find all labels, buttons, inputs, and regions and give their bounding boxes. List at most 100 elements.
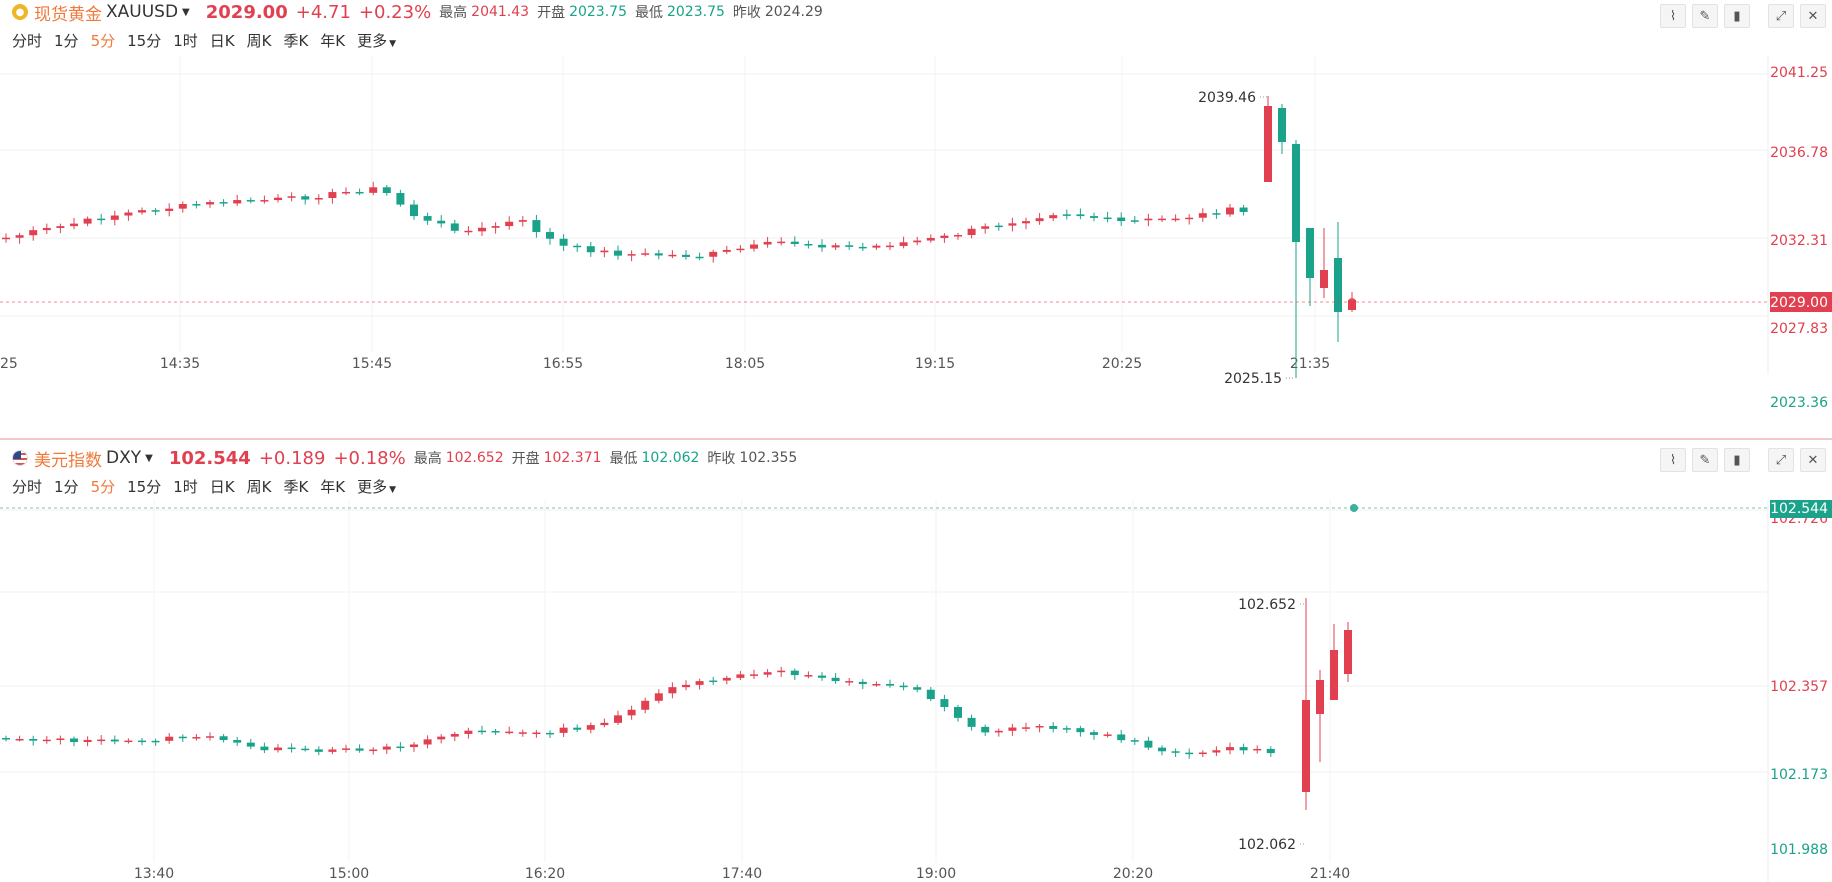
period-tab[interactable]: 1时 bbox=[173, 478, 198, 496]
candle-body bbox=[2, 237, 10, 240]
chevron-down-icon: ▼ bbox=[389, 39, 397, 49]
period-tab[interactable]: 日K bbox=[209, 32, 235, 50]
high-label: 最高 bbox=[439, 5, 468, 21]
candle-body bbox=[831, 245, 840, 248]
period-tab[interactable]: 1分 bbox=[54, 478, 79, 496]
expand-icon[interactable]: ⤢ bbox=[1768, 4, 1794, 28]
y-axis-tick-label: 2041.25 bbox=[1770, 65, 1828, 81]
candle-body bbox=[70, 223, 78, 227]
candle-body bbox=[954, 707, 962, 718]
period-tab[interactable]: 15分 bbox=[127, 478, 162, 496]
chevron-down-icon[interactable]: ▼ bbox=[182, 6, 190, 18]
period-tab-active[interactable]: 5分 bbox=[90, 32, 116, 50]
expand-icon[interactable]: ⤢ bbox=[1768, 448, 1794, 472]
high-marker-label: 102.652 bbox=[1238, 597, 1296, 613]
candle-body bbox=[1103, 734, 1112, 736]
candle-body bbox=[1022, 727, 1030, 729]
period-tab[interactable]: 1时 bbox=[173, 32, 198, 50]
candle-body bbox=[654, 253, 663, 256]
symbol-code[interactable]: DXY bbox=[106, 448, 142, 468]
candle-body bbox=[1171, 751, 1180, 753]
period-more[interactable]: 更多 ▼ bbox=[357, 476, 396, 497]
period-tab[interactable]: 年K bbox=[320, 478, 346, 496]
price-change: +0.189 bbox=[258, 447, 326, 469]
candle-body bbox=[437, 220, 446, 224]
candle-body bbox=[423, 739, 432, 745]
candle-body bbox=[219, 736, 228, 741]
candle-body bbox=[546, 232, 554, 239]
candle-type-icon[interactable]: ▮ bbox=[1724, 448, 1750, 472]
x-axis-tick-label: 19:00 bbox=[916, 866, 956, 882]
period-tab[interactable]: 季K bbox=[283, 478, 309, 496]
low-marker-label: 102.062 bbox=[1238, 837, 1296, 853]
candle-body bbox=[1144, 740, 1153, 748]
candle-body bbox=[1316, 680, 1324, 714]
candle-body bbox=[1278, 108, 1286, 142]
candle-body bbox=[1253, 748, 1262, 751]
line-tool-icon[interactable]: ⌇ bbox=[1660, 448, 1686, 472]
candle-body bbox=[532, 220, 541, 233]
period-tab[interactable]: 年K bbox=[320, 32, 346, 50]
candle-body bbox=[1302, 700, 1310, 792]
period-tab[interactable]: 周K bbox=[246, 478, 272, 496]
candle-body bbox=[926, 689, 935, 700]
period-tab[interactable]: 分时 bbox=[12, 32, 43, 50]
candle-body bbox=[56, 226, 65, 228]
candle-body bbox=[600, 722, 609, 726]
period-tab[interactable]: 季K bbox=[283, 32, 309, 50]
candle-body bbox=[246, 742, 255, 747]
period-tab[interactable]: 周K bbox=[246, 32, 272, 50]
close-icon[interactable]: ✕ bbox=[1800, 4, 1826, 28]
current-price-tag bbox=[1770, 500, 1832, 518]
candle-body bbox=[151, 210, 160, 212]
candle-body bbox=[165, 208, 174, 211]
y-axis-tick-label: 2027.83 bbox=[1770, 321, 1828, 337]
candle-body bbox=[70, 738, 78, 743]
open-value: 102.371 bbox=[543, 450, 602, 466]
period-tab-active[interactable]: 5分 bbox=[90, 478, 116, 496]
chevron-down-icon[interactable]: ▼ bbox=[145, 452, 153, 464]
panel-divider[interactable] bbox=[0, 438, 1832, 440]
draw-tool-icon[interactable]: ✎ bbox=[1692, 4, 1718, 28]
symbol-name[interactable]: 现货黄金 bbox=[34, 4, 102, 25]
candle-body bbox=[260, 200, 269, 202]
candle-body bbox=[1344, 630, 1352, 674]
period-tab[interactable]: 日K bbox=[209, 478, 235, 496]
line-tool-icon[interactable]: ⌇ bbox=[1660, 4, 1686, 28]
candle-body bbox=[355, 748, 364, 751]
candle-body bbox=[1264, 106, 1272, 182]
candle-body bbox=[858, 681, 867, 685]
prev-close-label: 昨收 bbox=[732, 5, 761, 21]
candle-body bbox=[1130, 220, 1139, 222]
candle-body bbox=[151, 740, 160, 743]
candle-body bbox=[709, 251, 718, 257]
candle-body bbox=[818, 675, 826, 678]
candle-body bbox=[668, 687, 677, 694]
candle-body bbox=[382, 746, 391, 750]
symbol-name[interactable]: 美元指数 bbox=[34, 450, 102, 471]
x-axis-tick-label: 18:05 bbox=[725, 356, 765, 372]
chart-toolbar: ⌇ ✎ ▮ ⤢ ✕ bbox=[1660, 448, 1832, 472]
symbol-code[interactable]: XAUUSD bbox=[106, 2, 179, 22]
draw-tool-icon[interactable]: ✎ bbox=[1692, 448, 1718, 472]
candle-body bbox=[219, 202, 228, 204]
live-price-dot bbox=[1350, 504, 1358, 512]
period-tab[interactable]: 分时 bbox=[12, 478, 43, 496]
period-tab[interactable]: 1分 bbox=[54, 32, 79, 50]
candle-body bbox=[410, 204, 418, 217]
candle-type-icon[interactable]: ▮ bbox=[1724, 4, 1750, 28]
candlestick-chart[interactable]: 2041.25 2036.78 2032.31 2027.83 2023.36 14:35… bbox=[0, 56, 1832, 438]
x-axis-tick-label: 15:45 bbox=[352, 356, 392, 372]
candle-body bbox=[1049, 726, 1058, 729]
candle-body bbox=[600, 250, 609, 253]
candle-body bbox=[845, 681, 854, 683]
close-icon[interactable]: ✕ bbox=[1800, 448, 1826, 472]
period-tab[interactable]: 15分 bbox=[127, 32, 162, 50]
y-axis-tick-label: 101.988 bbox=[1770, 842, 1828, 858]
period-more[interactable]: 更多 ▼ bbox=[357, 30, 396, 51]
candle-body bbox=[1049, 215, 1058, 219]
candle-body bbox=[410, 744, 418, 748]
candle-body bbox=[1103, 217, 1112, 220]
high-value: 2041.43 bbox=[471, 4, 530, 20]
